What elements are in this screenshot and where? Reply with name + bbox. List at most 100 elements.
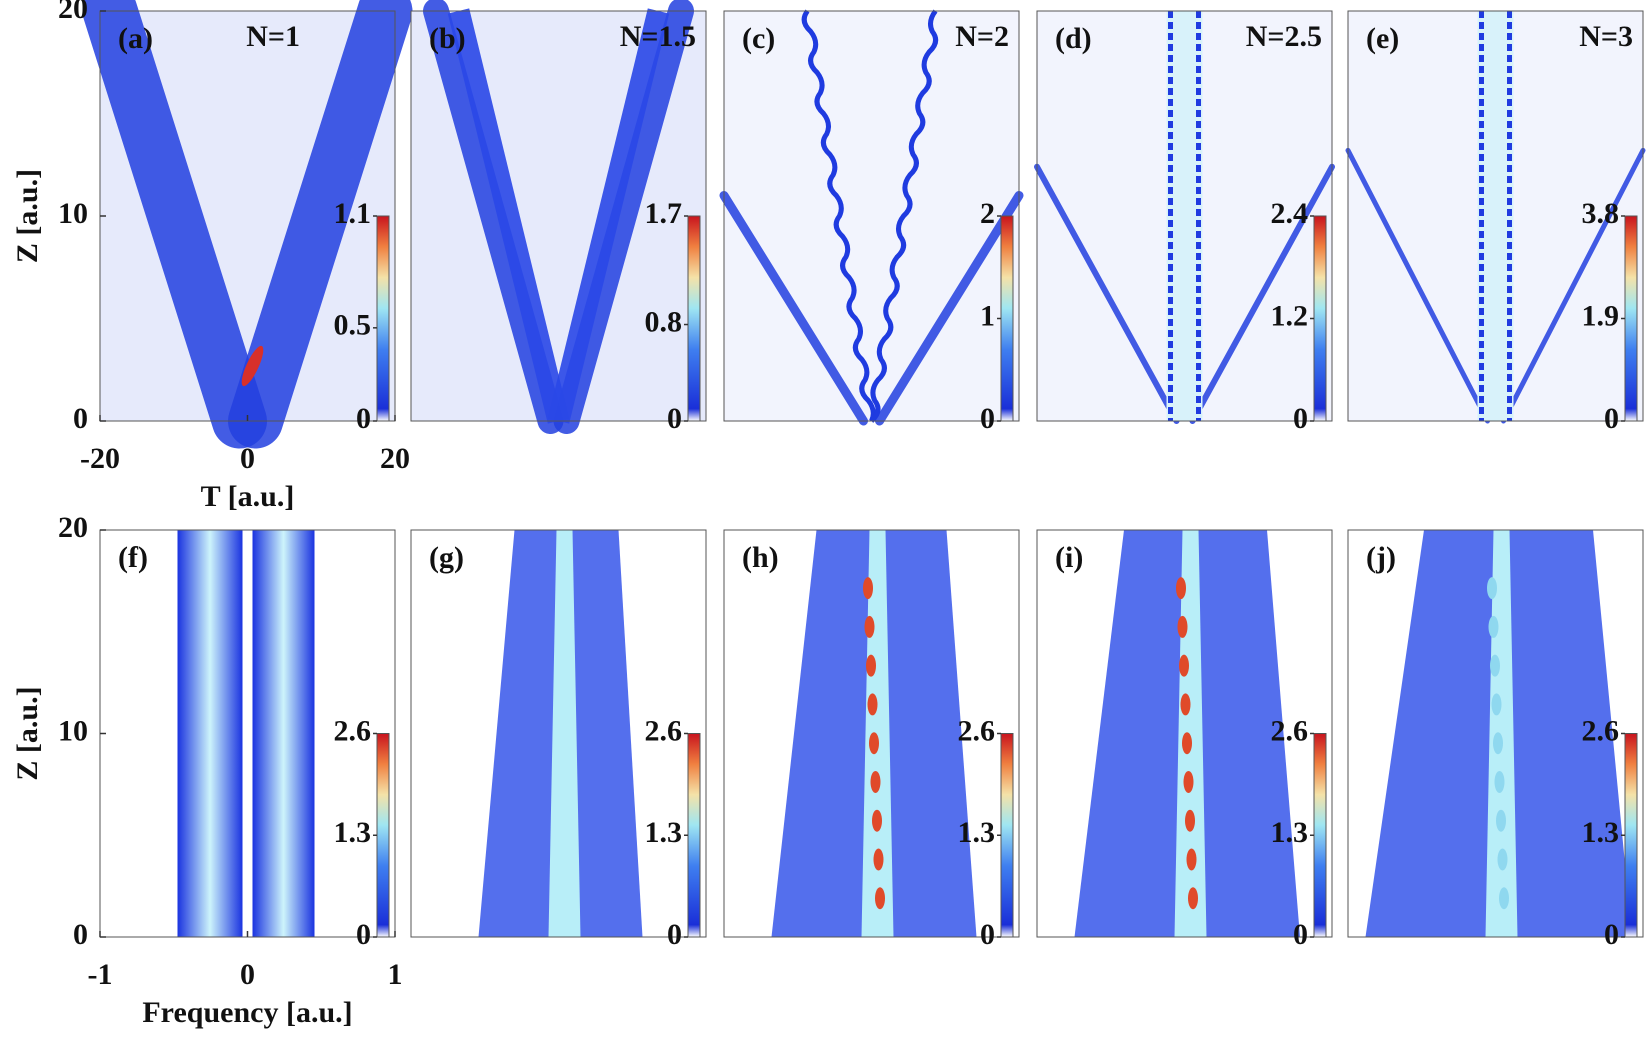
ray [1189, 163, 1335, 424]
panel-frame [1036, 529, 1333, 938]
panel: (d) N=2.5 0 1.2 2.4 [1034, 10, 1335, 435]
hot-spot [1487, 577, 1497, 600]
hot-spot [1186, 848, 1197, 871]
panel-label: (b) [429, 22, 466, 55]
hot-spot [1176, 577, 1186, 600]
colorbar-tick-label: 0 [356, 918, 371, 951]
panel: (a) N=1 0 0.5 1.1 0 10 20 Z [a.u.] -20 0 20 T [a.u.] [11, 0, 413, 513]
hot-spot [1185, 809, 1195, 832]
hot-spot [1494, 770, 1505, 793]
hot-spot [864, 615, 875, 638]
colorbar [1624, 215, 1638, 422]
hot-spot [875, 887, 885, 910]
hot-spot [241, 345, 264, 387]
colorbar-tick-label: 2.4 [1271, 197, 1309, 230]
panel-frame [410, 10, 707, 422]
colorbar-tick-label: 0 [1604, 918, 1619, 951]
colorbar [687, 215, 701, 422]
panel-label: (h) [742, 541, 779, 574]
colorbar-tick-label: 0 [667, 918, 682, 951]
x-tick-label: 20 [380, 442, 410, 475]
filament [869, 9, 939, 423]
colorbar-tick-label: 2.6 [645, 714, 683, 747]
colorbar [376, 215, 390, 422]
hot-spot [870, 770, 881, 793]
panel-frame [1036, 10, 1333, 422]
hot-spot [866, 654, 876, 677]
y-tick-label: 20 [58, 511, 88, 544]
y-tick-label: 10 [58, 197, 88, 230]
y-tick-label: 0 [73, 402, 88, 435]
colorbar-tick-label: 2 [980, 197, 995, 230]
panel-label: (d) [1055, 22, 1092, 55]
panel-label: (a) [118, 22, 153, 55]
hot-spot [867, 693, 878, 716]
colorbar [1000, 733, 1014, 938]
x-tick-label: 1 [388, 958, 403, 991]
colorbar-tick-label: 0.5 [334, 309, 372, 342]
panel-title: N=2 [955, 20, 1009, 53]
hot-spot [1497, 848, 1508, 871]
panel: (b) N=1.5 0 0.8 1.7 [410, 0, 707, 435]
ray [875, 191, 1024, 426]
hot-spot [1177, 615, 1188, 638]
y-tick-label: 0 [73, 918, 88, 951]
colorbar-tick-label: 0 [356, 402, 371, 435]
panel: (e) N=3 0 1.9 3.8 [1345, 10, 1646, 435]
panel: (g) 0 1.3 2.6 [410, 529, 707, 951]
colorbar-tick-label: 2.6 [334, 714, 372, 747]
panel: (j) 0 1.3 2.6 [1347, 529, 1644, 951]
y-tick-label: 10 [58, 714, 88, 747]
colorbar-tick-label: 0 [980, 918, 995, 951]
colorbar-tick-label: 2.6 [1271, 714, 1309, 747]
colorbar-tick-label: 0 [1293, 918, 1308, 951]
panel-title: N=1.5 [620, 20, 696, 53]
colorbar [1313, 733, 1327, 938]
colorbar-tick-label: 1.3 [1271, 816, 1309, 849]
colorbar-tick-label: 1.3 [1582, 816, 1620, 849]
panel-title: N=2.5 [1246, 20, 1322, 53]
y-axis-label: Z [a.u.] [11, 686, 44, 780]
panel-title: N=3 [1579, 20, 1633, 53]
colorbar-tick-label: 1.1 [334, 197, 372, 230]
hot-spot [1179, 654, 1189, 677]
ray [228, 0, 413, 449]
ray [1501, 147, 1646, 424]
spectral-band [252, 530, 315, 937]
hot-spot [1180, 693, 1191, 716]
ray [719, 191, 868, 426]
colorbar [1313, 215, 1327, 422]
filament [801, 9, 876, 423]
colorbar-tick-label: 1.9 [1582, 299, 1620, 332]
hot-spot [1488, 615, 1499, 638]
colorbar-tick-label: 0 [980, 402, 995, 435]
colorbar-tick-label: 0 [1293, 402, 1308, 435]
hot-spot [873, 848, 884, 871]
colorbar-tick-label: 1.3 [645, 816, 683, 849]
colorbar [687, 733, 701, 938]
colorbar-tick-label: 0.8 [645, 305, 683, 338]
panel-label: (j) [1366, 541, 1396, 574]
panel: (i) 0 1.3 2.6 [1036, 529, 1333, 951]
hot-spot [1188, 887, 1198, 910]
colorbar-tick-label: 0 [1604, 402, 1619, 435]
ray [1345, 147, 1490, 424]
ray [1034, 163, 1180, 424]
colorbar-tick-label: 2.6 [1582, 714, 1620, 747]
x-tick-label: -1 [88, 958, 113, 991]
panel-label: (g) [429, 541, 464, 574]
ray [547, 8, 670, 424]
colorbar-tick-label: 1.3 [958, 816, 996, 849]
spectral-band [177, 530, 243, 937]
hot-spot [1491, 693, 1502, 716]
panel-frame [410, 529, 707, 938]
colorbar-tick-label: 1.3 [334, 816, 372, 849]
spectral-core [548, 530, 581, 937]
panel-label: (i) [1055, 541, 1083, 574]
colorbar [1624, 733, 1638, 938]
panel-label: (c) [742, 22, 775, 55]
colorbar [1000, 215, 1014, 422]
x-axis-label: T [a.u.] [201, 480, 295, 513]
